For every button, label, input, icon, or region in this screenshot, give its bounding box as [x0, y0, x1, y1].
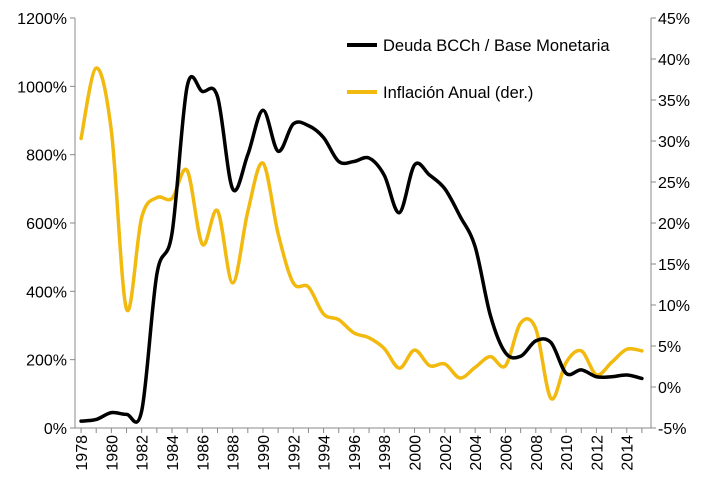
legend-label-deuda: Deuda BCCh / Base Monetaria: [383, 37, 610, 55]
right-tick-label: 0%: [658, 380, 681, 397]
right-tick-label: 40%: [658, 52, 690, 69]
left-tick-label: 1200%: [17, 11, 67, 28]
right-tick-label: 20%: [658, 216, 690, 233]
right-tick-label: 15%: [658, 257, 690, 274]
right-tick-label: 35%: [658, 93, 690, 110]
x-tick-label: 1982: [135, 435, 152, 471]
left-tick-label: 400%: [26, 284, 67, 301]
x-tick-label: 2006: [498, 435, 515, 471]
legend: Deuda BCCh / Base Monetaria Inflación An…: [347, 37, 610, 102]
x-axis-ticks: 1978 1980 1982 1984 1986 1988 1990 1992 1994 1996…: [74, 428, 643, 471]
inflacion-anual-line: [79, 66, 644, 401]
left-tick-label: 200%: [26, 353, 67, 370]
x-tick-label: 2002: [438, 435, 455, 471]
right-tick-label: 30%: [658, 134, 690, 151]
left-axis-ticks: 0% 200% 400% 600% 800% 1000% 1200%: [17, 11, 75, 438]
x-tick-label: 1980: [104, 435, 121, 471]
right-axis-ticks: -5% 0% 5% 10% 15% 20% 25% 30% 35% 40% 45%: [651, 11, 690, 438]
x-tick-label: 2012: [589, 435, 606, 471]
left-tick-label: 800%: [26, 148, 67, 165]
left-tick-label: 1000%: [17, 79, 67, 96]
legend-label-inflacion: Inflación Anual (der.): [383, 84, 533, 102]
x-tick-label: 2000: [408, 435, 425, 471]
x-tick-label: 1998: [377, 435, 394, 471]
x-tick-label: 1992: [286, 435, 303, 471]
deuda-bcch-base-monetaria-line: [79, 75, 644, 424]
x-tick-label: 2014: [620, 435, 637, 471]
right-tick-label: 45%: [658, 11, 690, 28]
x-tick-label: 2004: [468, 435, 485, 471]
left-tick-label: 0%: [44, 421, 67, 438]
x-tick-label: 1986: [195, 435, 212, 471]
x-tick-label: 2008: [529, 435, 546, 471]
right-tick-label: 5%: [658, 339, 681, 356]
left-tick-label: 600%: [26, 216, 67, 233]
x-tick-label: 1996: [347, 435, 364, 471]
x-tick-label: 1978: [74, 435, 91, 471]
right-tick-label: -5%: [658, 421, 686, 438]
x-tick-label: 1988: [226, 435, 243, 471]
x-tick-label: 2010: [559, 435, 576, 471]
series-lines: [79, 66, 644, 424]
x-tick-label: 1994: [317, 435, 334, 471]
right-tick-label: 10%: [658, 298, 690, 315]
x-tick-label: 1990: [256, 435, 273, 471]
x-tick-label: 1984: [165, 435, 182, 471]
right-tick-label: 25%: [658, 175, 690, 192]
